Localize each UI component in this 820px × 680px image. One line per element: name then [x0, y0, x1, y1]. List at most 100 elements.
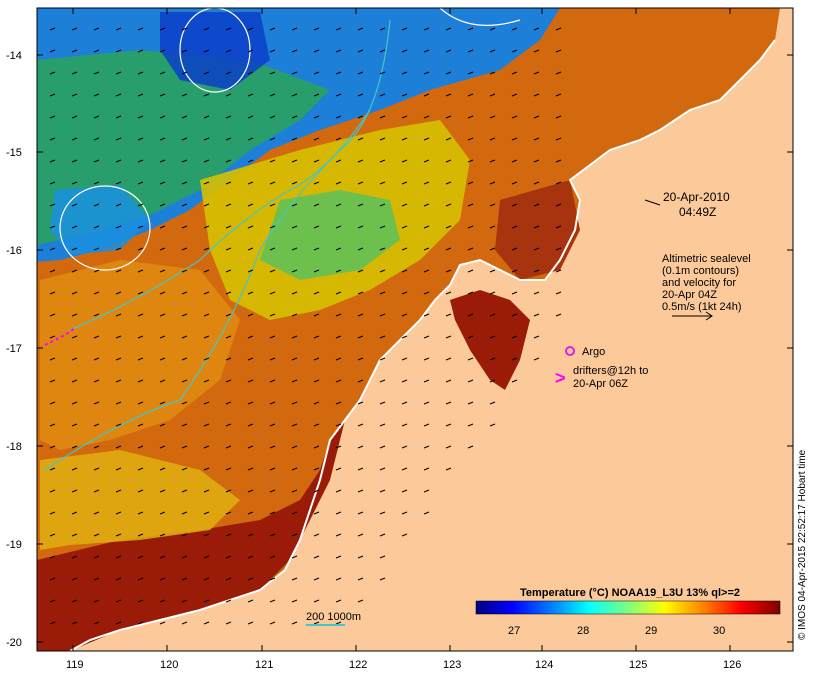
velocity-arrow — [357, 533, 364, 537]
sst-warm-south — [37, 420, 345, 651]
velocity-arrow — [181, 555, 188, 559]
velocity-arrow — [247, 621, 254, 625]
bathymetry-label: 200 1000m — [306, 611, 361, 623]
velocity-arrow — [203, 115, 210, 119]
velocity-arrow — [269, 159, 276, 163]
velocity-arrow — [71, 49, 78, 53]
velocity-arrow — [533, 203, 540, 207]
velocity-arrow — [225, 115, 232, 119]
velocity-arrow — [49, 379, 56, 383]
drifter-symbol: > — [555, 368, 566, 388]
velocity-arrow — [49, 621, 56, 625]
velocity-arrow — [401, 93, 408, 97]
velocity-arrow — [225, 93, 232, 97]
velocity-arrow — [159, 401, 166, 405]
longitude-axis: 119 120 121 122 123 124 125 126 — [66, 8, 741, 671]
velocity-arrow — [137, 247, 144, 251]
velocity-arrow — [71, 71, 78, 75]
velocity-arrow — [357, 181, 364, 185]
velocity-arrow — [225, 313, 232, 317]
velocity-arrow — [379, 511, 386, 515]
velocity-arrow — [335, 401, 342, 405]
velocity-arrow — [159, 313, 166, 317]
velocity-arrow — [445, 93, 452, 97]
velocity-arrow — [137, 467, 144, 471]
velocity-arrow — [181, 181, 188, 185]
velocity-arrow — [335, 423, 342, 427]
velocity-arrow — [49, 599, 56, 603]
velocity-arrow — [137, 555, 144, 559]
velocity-arrow — [467, 247, 474, 251]
velocity-arrow — [379, 445, 386, 449]
velocity-arrow — [225, 599, 232, 603]
velocity-arrow — [181, 269, 188, 273]
velocity-arrow — [225, 467, 232, 471]
velocity-arrow — [313, 93, 320, 97]
velocity-arrow — [313, 313, 320, 317]
velocity-arrow — [489, 247, 496, 251]
velocity-arrow — [137, 599, 144, 603]
velocity-arrow — [225, 71, 232, 75]
lon-tick-label: 122 — [349, 659, 367, 671]
velocity-arrow — [115, 555, 122, 559]
velocity-arrow — [379, 423, 386, 427]
velocity-arrow — [115, 225, 122, 229]
velocity-arrow — [49, 291, 56, 295]
isobaths — [44, 19, 391, 471]
velocity-arrow — [357, 291, 364, 295]
velocity-arrow — [181, 533, 188, 537]
velocity-arrow — [71, 203, 78, 207]
velocity-arrow — [313, 467, 320, 471]
velocity-arrow — [115, 159, 122, 163]
altimetry-line: and velocity for — [662, 277, 736, 289]
velocity-arrow — [203, 159, 210, 163]
velocity-arrow — [93, 489, 100, 493]
velocity-arrow — [71, 423, 78, 427]
velocity-arrow — [181, 467, 188, 471]
velocity-arrow — [203, 49, 210, 53]
velocity-arrow — [49, 357, 56, 361]
velocity-arrow — [49, 445, 56, 449]
velocity-arrow — [379, 49, 386, 53]
velocity-arrow — [313, 137, 320, 141]
velocity-arrow — [313, 181, 320, 185]
argo-symbol — [565, 346, 575, 356]
velocity-arrow — [203, 247, 210, 251]
velocity-arrow — [313, 533, 320, 537]
velocity-arrow — [423, 203, 430, 207]
velocity-arrow — [159, 511, 166, 515]
velocity-arrow — [379, 533, 386, 537]
velocity-arrow — [489, 269, 496, 273]
velocity-arrow — [533, 159, 540, 163]
velocity-arrow — [93, 137, 100, 141]
coastline — [69, 39, 776, 651]
velocity-arrow — [489, 291, 496, 295]
velocity-arrow — [511, 313, 518, 317]
velocity-arrow — [291, 621, 298, 625]
velocity-arrow — [115, 423, 122, 427]
velocity-arrow — [159, 555, 166, 559]
velocity-arrow — [555, 247, 562, 251]
velocity-arrow — [335, 181, 342, 185]
velocity-arrow — [247, 313, 254, 317]
lon-tick-label: 121 — [255, 659, 273, 671]
velocity-arrow — [489, 115, 496, 119]
velocity-arrow — [225, 555, 232, 559]
velocity-arrow — [159, 489, 166, 493]
velocity-arrow — [401, 225, 408, 229]
velocity-arrow — [181, 489, 188, 493]
velocity-arrow — [313, 423, 320, 427]
lat-tick-label: -17 — [6, 343, 22, 355]
lon-tick-label: 126 — [723, 659, 741, 671]
velocity-arrow — [49, 93, 56, 97]
velocity-arrow — [379, 577, 386, 581]
velocity-arrow — [203, 445, 210, 449]
velocity-arrow — [247, 203, 254, 207]
velocity-arrow — [181, 357, 188, 361]
velocity-arrow — [225, 401, 232, 405]
velocity-arrow — [489, 181, 496, 185]
velocity-arrow — [291, 379, 298, 383]
velocity-arrow — [423, 93, 430, 97]
velocity-arrow — [291, 357, 298, 361]
velocity-arrow — [313, 555, 320, 559]
